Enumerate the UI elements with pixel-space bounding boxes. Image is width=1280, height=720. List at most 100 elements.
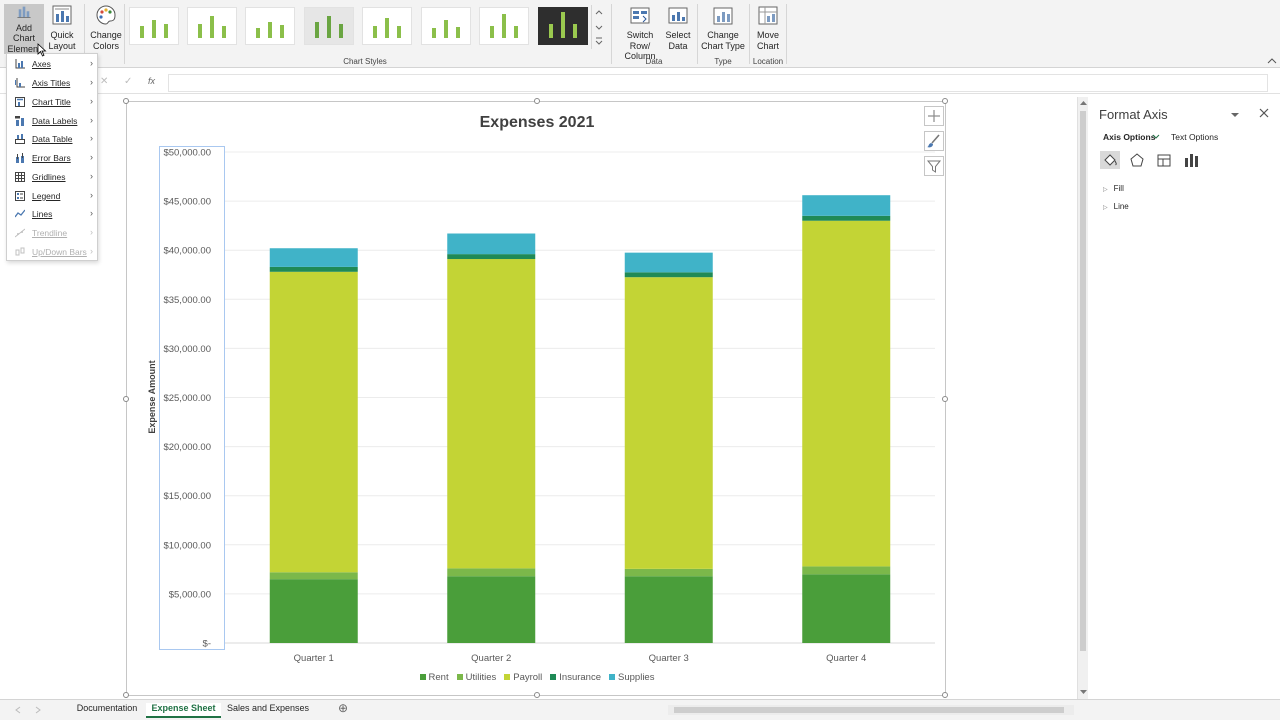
plus-icon [928, 110, 940, 122]
legend-label: Supplies [618, 672, 655, 683]
chart-style-thumb-1[interactable] [129, 7, 179, 45]
gallery-scroll-buttons[interactable] [591, 5, 605, 49]
y-tick-label: $40,000.00 [163, 246, 211, 257]
formula-input[interactable] [168, 74, 1268, 92]
menu-item-legend[interactable]: Legend › [7, 187, 99, 205]
bar-segment-utilities[interactable] [624, 568, 713, 577]
bar-segment-insurance[interactable] [447, 254, 536, 260]
quick-layout-button[interactable]: Quick Layout [46, 4, 78, 51]
bar-segment-supplies[interactable] [802, 195, 891, 216]
chart-styles-group-label: Chart Styles [343, 57, 387, 66]
chart-area[interactable]: Expenses 2021 Expense Amount $- $5,000.00… [123, 98, 948, 698]
bar-segment-payroll[interactable] [802, 220, 891, 567]
bar-segment-rent[interactable] [269, 579, 358, 643]
resize-handle[interactable] [534, 692, 540, 698]
sheet-tab-sales-and-expenses[interactable]: Sales and Expenses [226, 703, 310, 713]
bar-segment-utilities[interactable] [802, 566, 891, 575]
bar-segment-payroll[interactable] [269, 271, 358, 573]
bar-segment-utilities[interactable] [447, 568, 536, 577]
add-chart-element-button[interactable]: Add Chart Element [4, 4, 44, 54]
change-chart-type-button[interactable]: Change Chart Type [701, 4, 745, 51]
tab-text-options[interactable]: Text Options [1171, 132, 1219, 142]
chart-filters-button[interactable] [924, 156, 944, 176]
sheet-tab-expense-sheet[interactable]: Expense Sheet [146, 703, 221, 718]
section-line[interactable]: ▷ Line [1103, 202, 1129, 211]
chart-style-thumb-6[interactable] [421, 7, 471, 45]
tab-axis-options[interactable]: Axis Options [1103, 132, 1156, 142]
chart-elements-button[interactable] [924, 106, 944, 126]
horizontal-scrollbar[interactable] [668, 705, 1074, 715]
chart-style-thumb-3[interactable] [245, 7, 295, 45]
resize-handle[interactable] [534, 98, 540, 104]
switch-row-column-button[interactable]: Switch Row/ Column [616, 4, 664, 62]
chart-style-thumb-4[interactable] [304, 7, 354, 45]
legend-entry[interactable]: Insurance [550, 672, 601, 683]
bar-segment-insurance[interactable] [269, 266, 358, 272]
switch-row-column-label-2: Column [624, 51, 656, 61]
pane-options-chevron-icon[interactable] [1230, 111, 1240, 119]
axis-options-icon[interactable] [1181, 151, 1201, 169]
bar-segment-payroll[interactable] [624, 277, 713, 569]
menu-item-axes[interactable]: Axes › [7, 55, 99, 73]
bar-segment-utilities[interactable] [269, 572, 358, 580]
bar-segment-rent[interactable] [802, 574, 891, 643]
chart-legend[interactable]: Rent Utilities Payroll Insurance Supplies [127, 672, 947, 683]
legend-entry[interactable]: Utilities [456, 672, 496, 683]
section-fill[interactable]: ▷ Fill [1103, 184, 1124, 193]
size-properties-icon[interactable] [1154, 151, 1174, 169]
bar-segment-rent[interactable] [447, 576, 536, 643]
chart-style-thumb-8[interactable] [538, 7, 588, 45]
vertical-scrollbar[interactable] [1077, 97, 1088, 699]
menu-item-chart-title[interactable]: Chart Title › [7, 93, 99, 111]
bar-segment-supplies[interactable] [447, 233, 536, 255]
resize-handle[interactable] [942, 98, 948, 104]
menu-item-gridlines[interactable]: Gridlines › [7, 168, 99, 186]
chart-style-thumb-5[interactable] [362, 7, 412, 45]
resize-handle[interactable] [942, 396, 948, 402]
close-icon[interactable] [1259, 108, 1269, 118]
sheet-tab-documentation[interactable]: Documentation [76, 703, 138, 713]
legend-entry[interactable]: Payroll [504, 672, 542, 683]
bar-segment-supplies[interactable] [624, 252, 713, 273]
gallery-arrows-icon [595, 10, 603, 45]
bar-segment-rent[interactable] [624, 576, 713, 643]
sheet-nav-arrows-icon[interactable] [14, 706, 44, 714]
chevron-down-icon[interactable] [1152, 134, 1160, 140]
menu-item-lines[interactable]: Lines › [7, 205, 99, 223]
bar-segment-supplies[interactable] [269, 248, 358, 267]
enter-icon[interactable]: ✓ [124, 76, 133, 87]
chart-title[interactable]: Expenses 2021 [479, 114, 595, 131]
collapse-ribbon-icon[interactable] [1267, 56, 1277, 64]
menu-item-data-table[interactable]: Data Table › [7, 130, 99, 148]
chart-style-thumb-2[interactable] [187, 7, 237, 45]
scroll-up-icon[interactable] [1079, 99, 1088, 107]
chart-styles-button[interactable] [924, 131, 944, 151]
fill-line-icon[interactable] [1100, 151, 1120, 169]
resize-handle[interactable] [942, 692, 948, 698]
menu-item-error-bars[interactable]: Error Bars › [7, 149, 99, 167]
chart-style-thumb-7[interactable] [479, 7, 529, 45]
bar-segment-insurance[interactable] [802, 215, 891, 221]
chevron-right-icon: › [90, 115, 93, 125]
select-data-button[interactable]: Select Data [664, 4, 692, 51]
change-colors-button[interactable]: Change Colors [88, 4, 124, 51]
legend-entry[interactable]: Rent [419, 672, 449, 683]
cancel-icon[interactable]: ✕ [100, 76, 109, 87]
menu-item-label: Up/Down Bars [32, 247, 87, 257]
bar-segment-payroll[interactable] [447, 259, 536, 569]
effects-icon[interactable] [1127, 151, 1147, 169]
legend-entry[interactable]: Supplies [609, 672, 654, 683]
scroll-down-icon[interactable] [1079, 688, 1088, 696]
move-chart-button[interactable]: Move Chart [753, 4, 783, 51]
bar-segment-insurance[interactable] [624, 272, 713, 278]
resize-handle[interactable] [123, 396, 129, 402]
resize-handle[interactable] [123, 98, 129, 104]
insert-function-icon[interactable]: fx [148, 76, 156, 86]
menu-item-axis-titles[interactable]: Axis Titles › [7, 74, 99, 92]
horizontal-scroll-thumb[interactable] [674, 707, 1064, 713]
resize-handle[interactable] [123, 692, 129, 698]
vertical-scroll-thumb[interactable] [1080, 111, 1086, 651]
add-sheet-button[interactable]: ⊕ [337, 701, 349, 715]
y-axis-selection-box[interactable] [159, 146, 225, 650]
menu-item-data-labels[interactable]: Data Labels › [7, 112, 99, 130]
